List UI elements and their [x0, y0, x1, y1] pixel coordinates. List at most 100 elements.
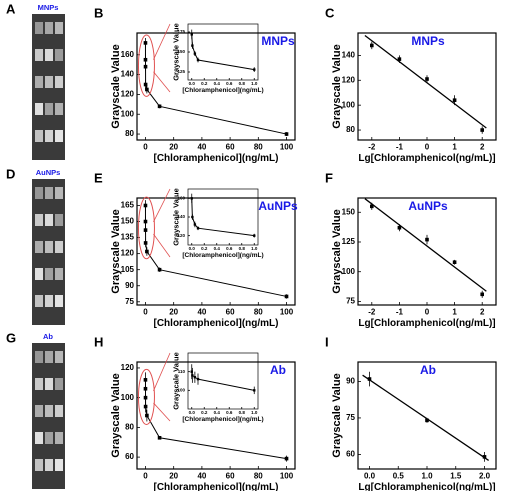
data-point [190, 370, 193, 373]
data-point [190, 33, 193, 36]
y-tick-label: 100 [342, 100, 356, 109]
well [55, 22, 63, 34]
y-tick-label: 80 [346, 125, 355, 134]
well [55, 187, 63, 199]
well [55, 459, 63, 471]
x-tick-label: 0.2 [201, 246, 208, 251]
well [55, 295, 63, 307]
plot-frame [136, 361, 296, 470]
well [45, 241, 53, 253]
x-tick-label: -1 [396, 142, 404, 151]
y-tick-label: 150 [342, 207, 356, 216]
x-tick-label: 1.0 [251, 246, 258, 251]
well [45, 378, 53, 390]
zoom-connector [153, 188, 171, 223]
data-point [145, 413, 149, 418]
y-tick-label: 120 [121, 90, 135, 99]
x-tick-label: 2 [480, 142, 485, 151]
data-point [157, 267, 162, 272]
data-point [193, 376, 197, 379]
x-tick-label: 100 [280, 471, 294, 480]
x-tick-label: 1 [452, 307, 457, 316]
data-point [143, 203, 148, 208]
chart-title: Ab [420, 363, 436, 377]
well [35, 268, 43, 280]
data-point [425, 418, 429, 423]
x-tick-label: 80 [254, 142, 263, 151]
y-tick-label: 175 [177, 29, 185, 34]
y-tick-label: 120 [177, 233, 185, 238]
panel-letter: B [94, 5, 103, 20]
data-point [143, 378, 148, 382]
well [35, 405, 43, 417]
y-tick-label: 60 [346, 450, 355, 459]
data-point [397, 57, 402, 61]
data-point [284, 456, 289, 461]
x-tick-label: 80 [254, 307, 263, 316]
x-axis-label: [Chloramphenicol](ng/mL) [182, 416, 263, 423]
y-tick-label: 110 [178, 369, 186, 374]
well [35, 378, 43, 390]
well [55, 130, 63, 142]
well [45, 214, 53, 226]
data-line [191, 371, 255, 391]
y-axis-label: Grayscale Value [331, 373, 343, 457]
data-point [253, 68, 256, 71]
plot-frame [136, 197, 296, 306]
x-axis-label: Lg[Chloramphenicol(ng/mL)] [358, 318, 495, 329]
x-tick-label: 0 [143, 142, 148, 151]
panel-letter: H [94, 334, 103, 349]
x-tick-label: 2 [480, 307, 485, 316]
y-tick-label: 90 [346, 377, 355, 386]
zoom-connector [153, 71, 171, 93]
strip-label-bg [33, 331, 63, 342]
x-tick-label: 0 [425, 142, 430, 151]
x-tick-label: 1.0 [421, 471, 433, 480]
x-tick-label: 0.4 [214, 246, 221, 251]
y-axis-label: Grayscale Value [331, 44, 343, 128]
chart-title: Ab [270, 363, 286, 377]
data-line [191, 198, 255, 237]
strip-label: MNPs [38, 3, 59, 12]
y-tick-label: 125 [342, 237, 356, 246]
strip-label: AuNPs [36, 168, 61, 177]
well [35, 103, 43, 115]
data-point [196, 377, 200, 381]
data-point [143, 57, 148, 62]
well [45, 295, 53, 307]
data-point [367, 377, 372, 381]
x-tick-label: 60 [226, 307, 235, 316]
well [55, 76, 63, 88]
well [55, 241, 63, 253]
chart-title: MNPs [411, 34, 445, 48]
y-tick-label: 120 [121, 249, 135, 258]
well [35, 214, 43, 226]
chart-title: AuNPs [408, 199, 448, 213]
data-point [191, 215, 194, 219]
panel-letter: C [325, 5, 335, 20]
well [35, 241, 43, 253]
x-tick-label: 0.8 [239, 81, 246, 86]
data-point [193, 223, 197, 226]
x-axis-label: Lg[Chloramphenicol(ng/mL)] [358, 482, 495, 491]
x-tick-label: 0.2 [201, 410, 208, 415]
y-tick-label: 80 [125, 422, 134, 431]
x-tick-label: 0.2 [201, 81, 208, 86]
data-point [480, 128, 484, 132]
x-tick-label: 0.0 [189, 246, 196, 251]
y-tick-label: 75 [346, 413, 355, 422]
plot-frame [187, 352, 259, 410]
x-tick-label: -1 [396, 307, 404, 316]
panel-letter: A [6, 1, 16, 16]
x-tick-label: 0.0 [189, 81, 196, 86]
strip-label: Ab [43, 332, 53, 341]
well [45, 351, 53, 363]
x-tick-label: 20 [169, 307, 178, 316]
x-axis-label: [Chloramphenicol](ng/mL) [154, 318, 279, 329]
panel-letter: F [325, 170, 333, 185]
x-tick-label: 0.6 [226, 81, 233, 86]
x-tick-label: 0.8 [239, 410, 246, 415]
x-axis-label: [Chloramphenicol](ng/mL) [182, 252, 263, 259]
data-point [480, 292, 484, 297]
fit-line [364, 198, 487, 292]
